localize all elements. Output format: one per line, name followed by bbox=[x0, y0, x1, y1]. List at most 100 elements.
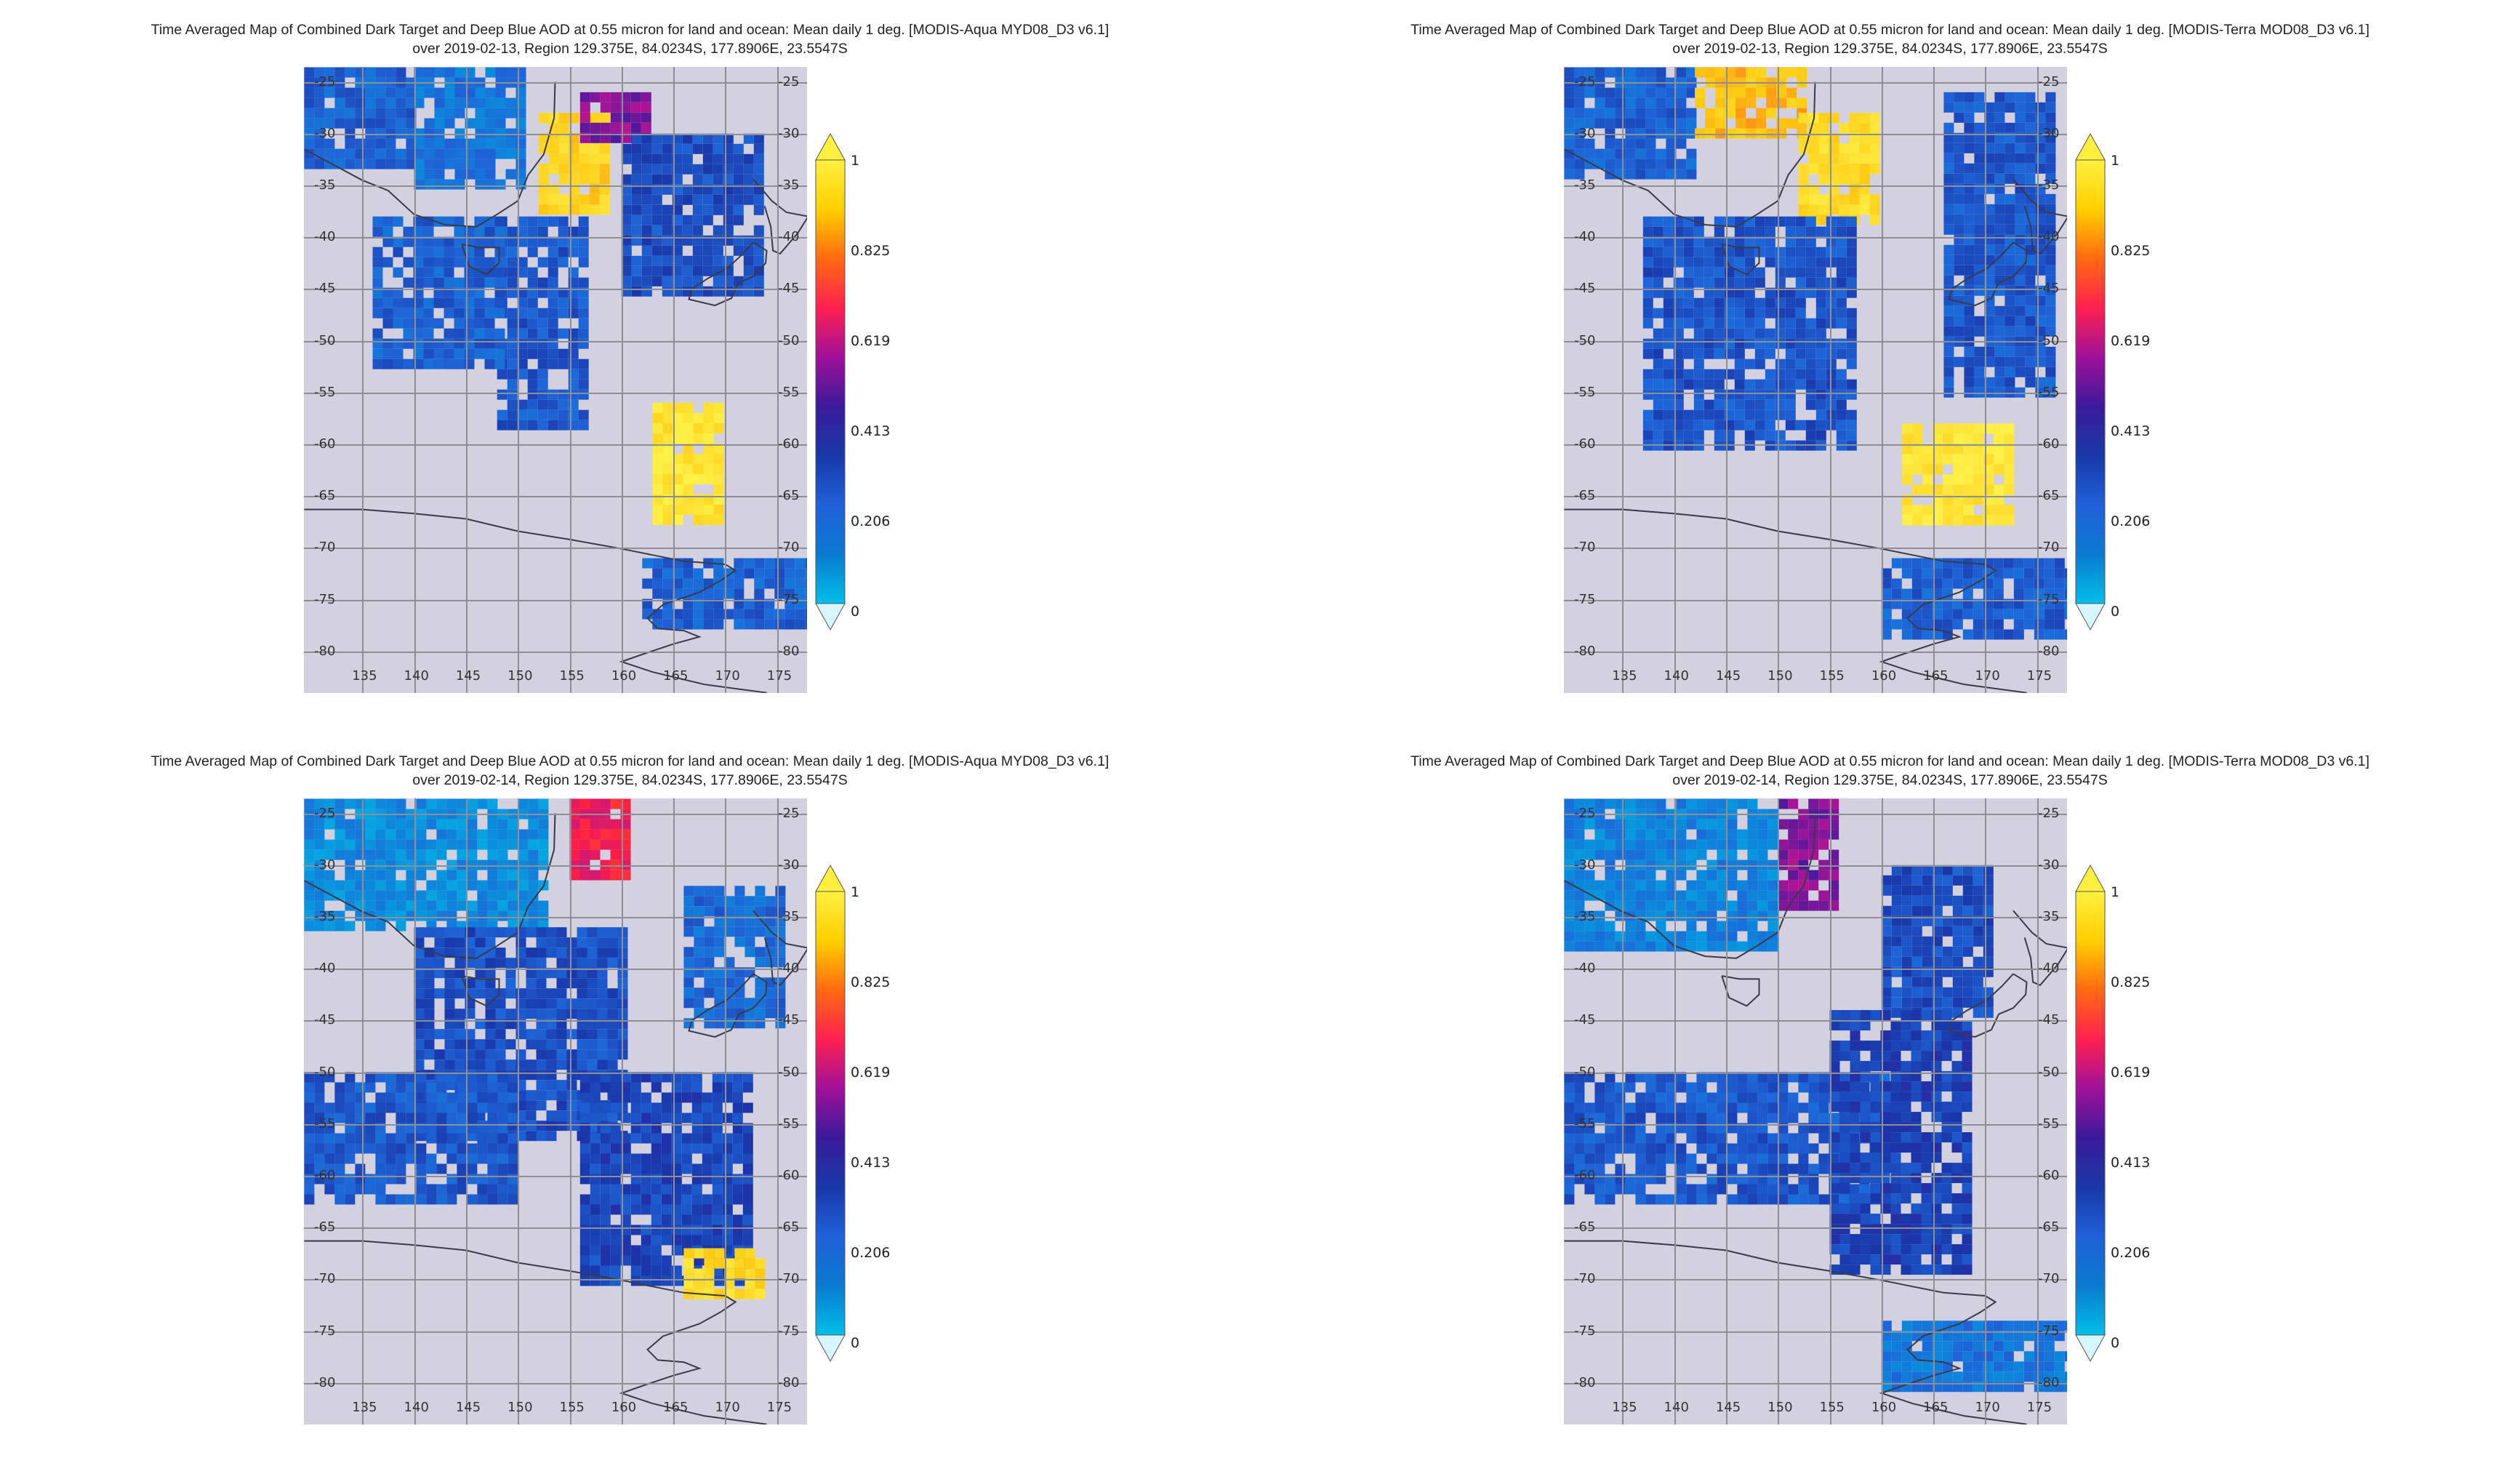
aod-cell bbox=[375, 1194, 386, 1205]
aod-cell bbox=[558, 328, 569, 339]
aod-cell bbox=[590, 122, 601, 133]
aod-cell bbox=[1943, 444, 1954, 454]
aod-cell bbox=[577, 1059, 587, 1070]
aod-cell bbox=[1805, 358, 1816, 369]
longitude-gridline bbox=[725, 67, 727, 693]
aod-cell bbox=[507, 277, 518, 288]
aod-cell bbox=[795, 609, 806, 620]
aod-cell bbox=[547, 297, 558, 308]
latitude-label-right: -50 bbox=[778, 332, 800, 348]
aod-cell bbox=[304, 138, 315, 149]
aod-cell bbox=[1911, 1010, 1922, 1021]
aod-cell bbox=[314, 97, 325, 108]
aod-cell bbox=[722, 1092, 733, 1103]
aod-cell bbox=[2044, 619, 2055, 630]
aod-cell bbox=[600, 102, 611, 113]
aod-cell bbox=[507, 409, 518, 420]
aod-cell bbox=[1744, 379, 1755, 390]
aod-cell bbox=[661, 1092, 672, 1103]
aod-cell bbox=[385, 819, 396, 830]
aod-cell bbox=[579, 798, 590, 809]
aod-cell bbox=[1778, 1143, 1789, 1154]
aod-cell bbox=[1932, 987, 1943, 998]
aod-cell bbox=[1737, 1153, 1748, 1164]
aod-cell bbox=[365, 870, 376, 881]
aod-cell bbox=[661, 1113, 672, 1123]
aod-cell bbox=[579, 1072, 590, 1083]
aod-cell bbox=[1737, 1072, 1748, 1083]
aod-cell bbox=[1704, 409, 1714, 420]
aod-cell bbox=[2025, 112, 2036, 123]
aod-cell bbox=[620, 1133, 631, 1144]
aod-cell bbox=[1744, 318, 1755, 329]
aod-cell bbox=[651, 1163, 662, 1174]
aod-cell bbox=[396, 1102, 406, 1113]
aod-cell bbox=[1994, 464, 2005, 475]
aod-cell bbox=[1962, 987, 1973, 998]
aod-cell bbox=[424, 1049, 435, 1060]
aod-cell bbox=[375, 97, 386, 108]
aod-cell bbox=[1943, 193, 1954, 204]
aod-cell bbox=[556, 1029, 567, 1040]
aod-cell bbox=[620, 870, 631, 881]
aod-cell bbox=[314, 890, 325, 901]
aod-cell bbox=[345, 829, 356, 840]
aod-cell bbox=[1594, 87, 1605, 98]
aod-cell bbox=[1943, 224, 1954, 235]
aod-cell bbox=[505, 128, 516, 139]
aod-cell bbox=[651, 1102, 662, 1113]
aod-cell bbox=[457, 880, 468, 891]
aod-cell bbox=[424, 138, 435, 149]
aod-cell bbox=[1962, 1183, 1973, 1194]
aod-cell bbox=[1574, 1082, 1585, 1093]
aod-cell bbox=[375, 108, 386, 119]
aod-cell bbox=[444, 67, 455, 78]
aod-cell bbox=[722, 1224, 733, 1235]
aod-cell bbox=[1765, 348, 1775, 359]
aod-cell bbox=[1645, 1163, 1656, 1174]
aod-cell bbox=[641, 112, 651, 123]
latitude-label-left: -50 bbox=[1574, 332, 1596, 348]
aod-cell bbox=[1642, 246, 1653, 257]
aod-cell bbox=[324, 87, 335, 98]
aod-cell bbox=[1574, 1163, 1585, 1174]
aod-cell bbox=[774, 558, 785, 569]
aod-cell bbox=[1717, 1153, 1728, 1164]
aod-cell bbox=[630, 1123, 641, 1134]
aod-cell bbox=[1797, 67, 1807, 78]
aod-cell bbox=[495, 947, 506, 958]
aod-cell bbox=[1717, 1102, 1728, 1113]
coastline bbox=[688, 241, 768, 307]
aod-cell bbox=[1696, 1092, 1707, 1103]
aod-cell bbox=[314, 67, 325, 78]
aod-cell bbox=[314, 839, 325, 850]
aod-cell bbox=[1594, 849, 1605, 860]
aod-cell bbox=[1735, 108, 1746, 119]
aod-cell bbox=[590, 1102, 601, 1113]
aod-cell bbox=[641, 1235, 651, 1246]
aod-cell bbox=[396, 97, 406, 108]
aod-cell bbox=[2013, 568, 2024, 579]
aod-cell bbox=[1766, 97, 1777, 108]
aod-cell bbox=[1645, 798, 1656, 809]
aod-cell bbox=[1734, 348, 1745, 359]
aod-cell bbox=[587, 1059, 598, 1070]
aod-cell bbox=[434, 118, 445, 129]
aod-cell bbox=[1686, 941, 1697, 952]
aod-cell bbox=[662, 204, 673, 215]
aod-cell bbox=[651, 1255, 662, 1266]
aod-cell bbox=[2044, 609, 2055, 620]
aod-cell bbox=[477, 1184, 488, 1195]
aod-cell bbox=[734, 906, 745, 917]
aod-cell bbox=[424, 169, 435, 180]
aod-cell bbox=[1778, 1153, 1789, 1164]
aod-cell bbox=[673, 619, 683, 630]
aod-cell bbox=[1765, 389, 1775, 400]
aod-cell bbox=[1826, 409, 1837, 420]
aod-cell bbox=[475, 97, 486, 108]
aod-cell bbox=[1706, 941, 1717, 952]
aod-cell bbox=[1994, 316, 2005, 326]
aod-cell bbox=[1973, 515, 1984, 526]
aod-cell bbox=[621, 143, 632, 154]
aod-cell bbox=[446, 870, 457, 881]
